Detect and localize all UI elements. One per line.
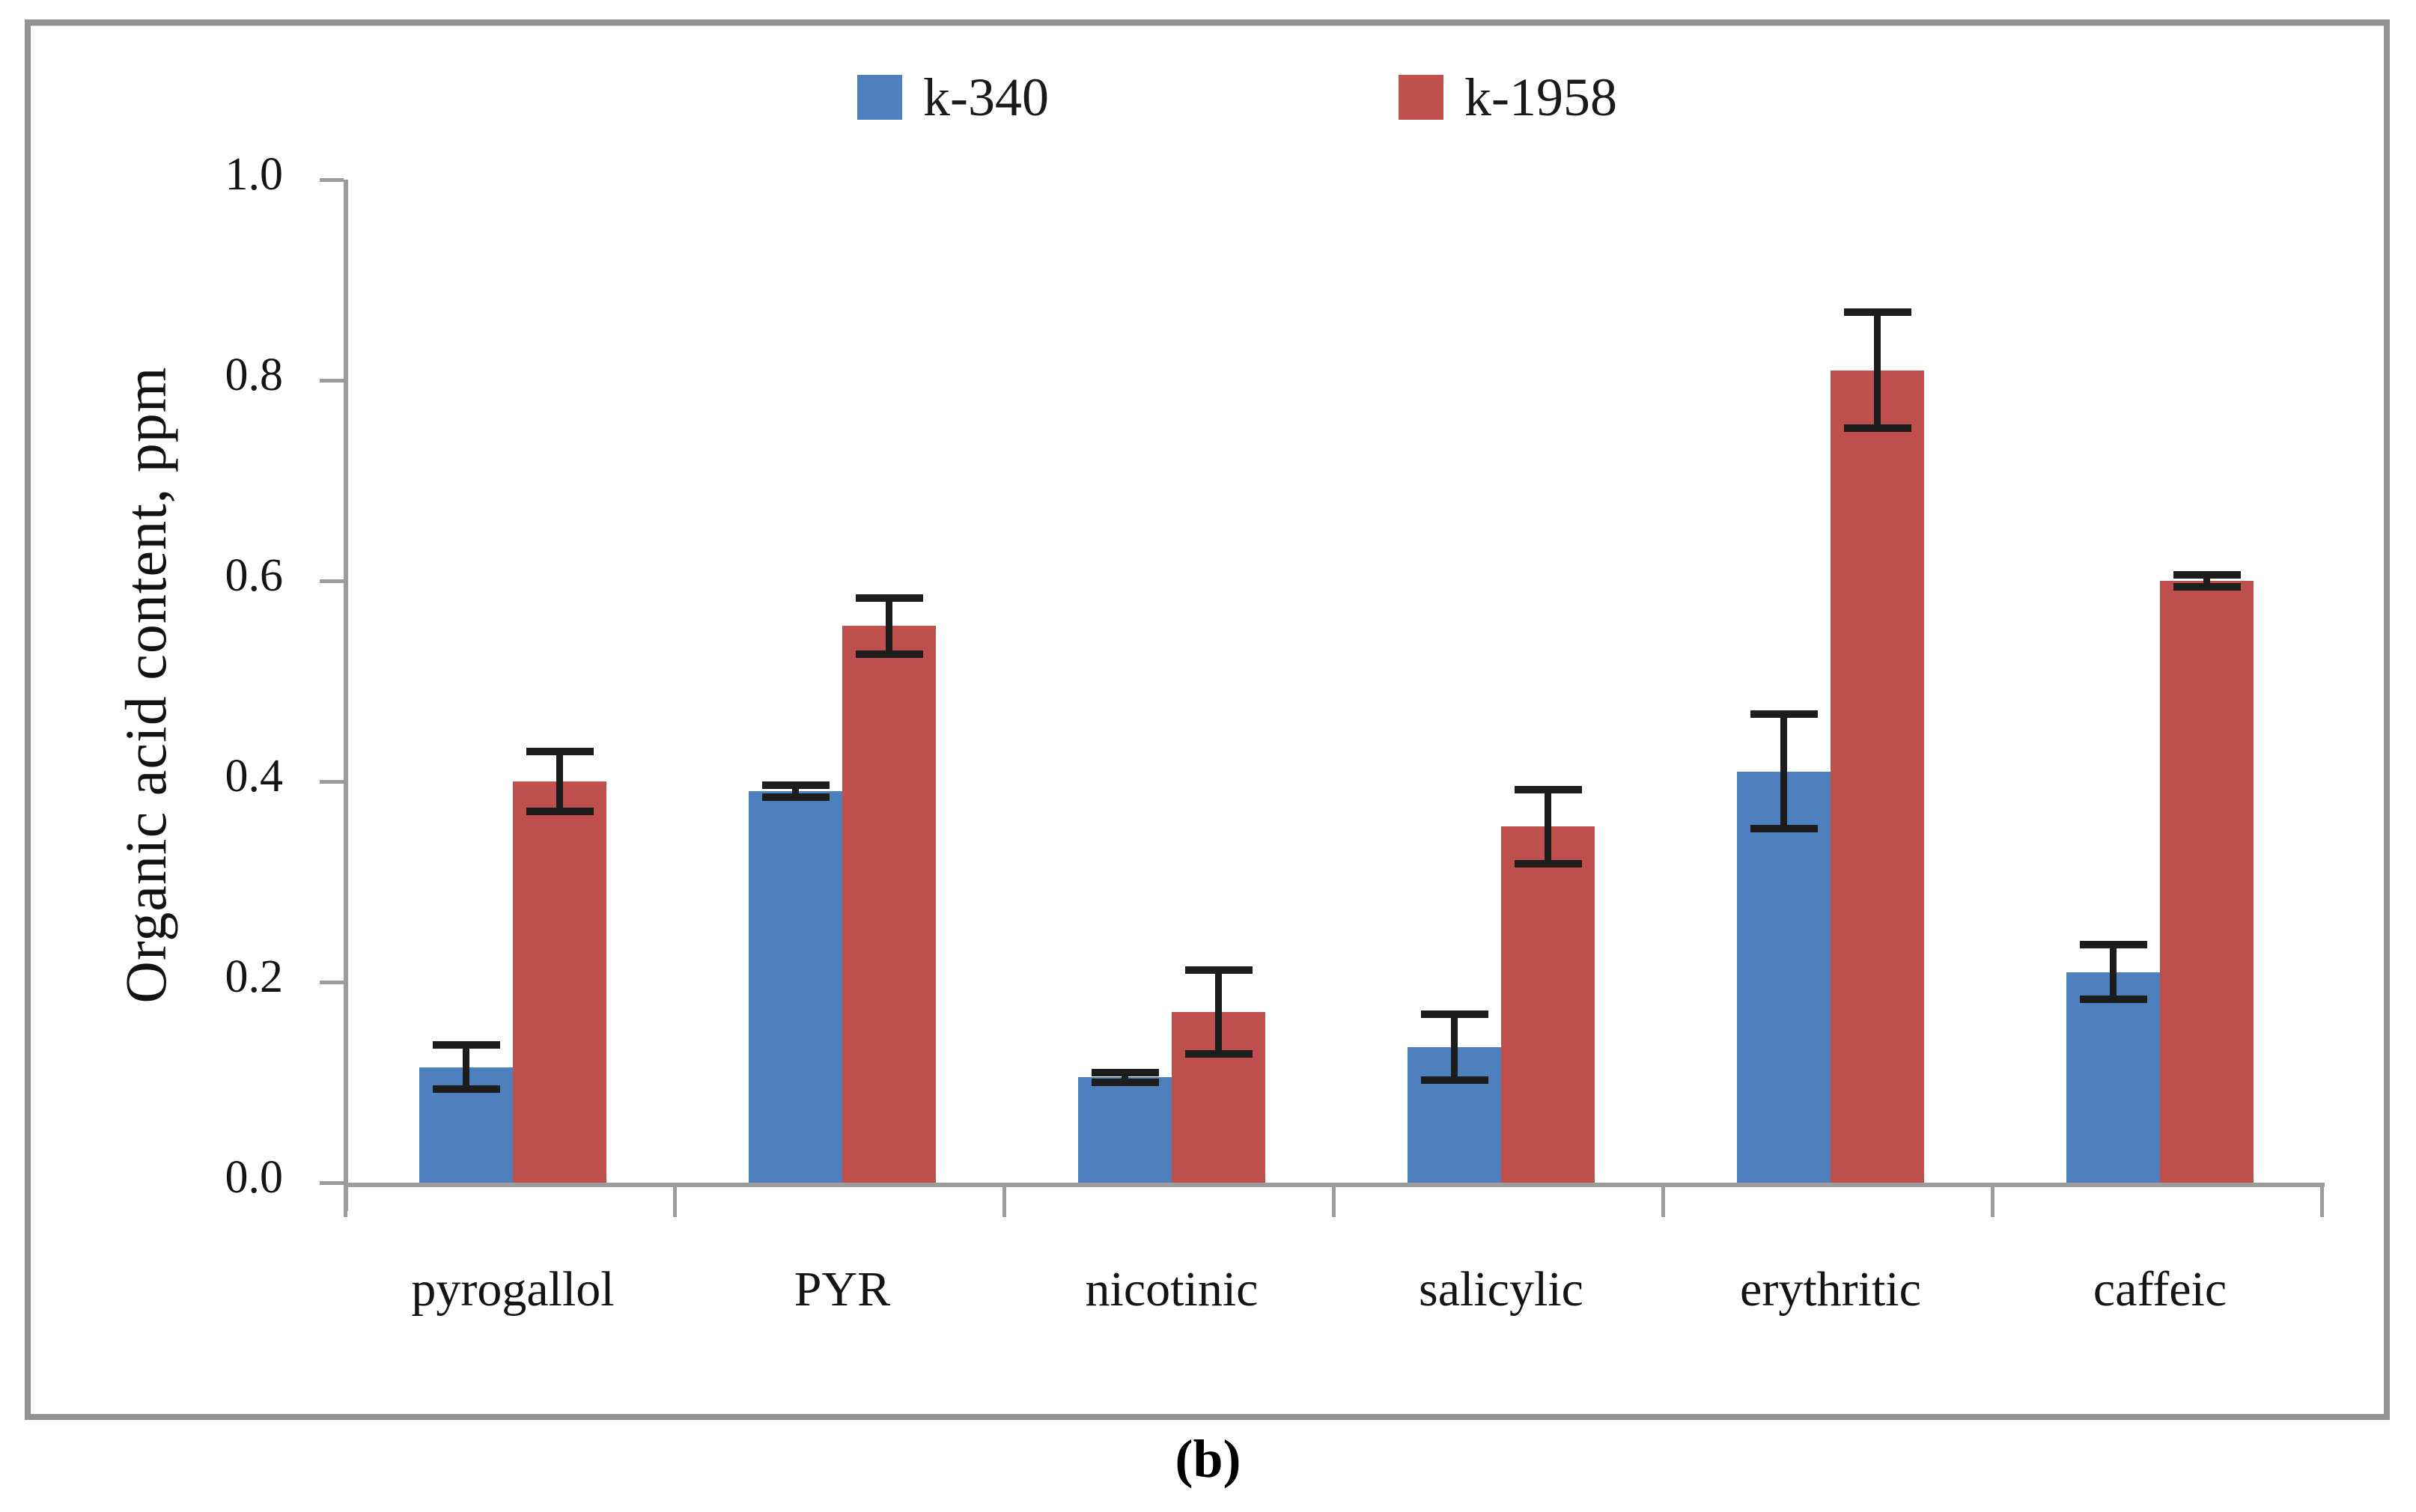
x-tick [1332,1187,1336,1217]
error-bar-cap-bottom-k-340-erythritic [1750,824,1818,832]
y-axis-title: Organic acid content, ppm [113,366,178,1004]
y-tick [320,379,344,382]
bar-k-1958-pyrogallol [513,781,606,1183]
x-tick [673,1187,677,1217]
error-bar-cap-top-k-1958-PYR [855,594,923,602]
error-bar-cap-bottom-k-1958-caffeic [2173,583,2241,591]
error-bar-line-k-340-nicotinic [1122,1072,1128,1082]
error-bar-cap-bottom-k-340-PYR [761,793,830,802]
category-label-PYR: PYR [794,1262,891,1317]
error-bar-line-k-1958-pyrogallol [556,751,563,812]
y-tick-label: 1.0 [225,149,284,200]
error-bar-line-k-340-pyrogallol [463,1045,469,1090]
error-bar-line-k-1958-PYR [886,597,892,654]
error-bar-cap-top-k-340-PYR [761,781,830,790]
x-tick [2320,1187,2324,1217]
error-bar-cap-bottom-k-340-salicylic [1420,1076,1488,1085]
y-tick-label: 0.8 [225,350,284,400]
category-label-erythritic: erythritic [1740,1262,1921,1317]
error-bar-cap-top-k-1958-nicotinic [1184,966,1253,974]
error-bar-cap-top-k-1958-erythritic [1843,308,1911,316]
error-bar-cap-bottom-k-1958-PYR [855,650,923,658]
error-bar-cap-bottom-k-340-pyrogallol [432,1085,500,1094]
error-bar-cap-top-k-1958-caffeic [2173,570,2241,579]
y-axis-line [344,180,348,1211]
x-tick [1991,1187,1994,1217]
error-bar-line-k-1958-erythritic [1874,311,1881,429]
bar-k-340-PYR [749,791,842,1183]
y-tick [320,579,344,583]
bar-k-340-nicotinic [1078,1077,1172,1183]
y-tick [320,178,344,182]
error-bar-cap-top-k-340-nicotinic [1091,1068,1159,1076]
legend-item-k-340: k-340 [857,67,1049,127]
y-tick [320,780,344,784]
y-tick-label: 0.4 [225,751,284,802]
error-bar-line-k-340-salicylic [1451,1013,1458,1081]
error-bar-line-k-340-caffeic [2110,945,2117,999]
y-tick-label: 0.0 [225,1152,284,1203]
x-tick [1002,1187,1006,1217]
figure-frame [25,19,2390,1420]
legend-swatch-k-1958 [1399,75,1443,120]
error-bar-cap-top-k-1958-pyrogallol [526,747,594,755]
bar-k-1958-PYR [842,626,936,1183]
bar-k-1958-erythritic [1831,370,1924,1183]
legend-label-k-340: k-340 [923,67,1049,127]
x-tick [1661,1187,1665,1217]
category-label-nicotinic: nicotinic [1085,1262,1259,1317]
error-bar-line-k-1958-salicylic [1545,789,1551,864]
y-tick [320,1181,344,1185]
error-bar-line-k-340-erythritic [1780,714,1787,829]
x-axis-line [344,1183,2325,1187]
figure-caption: (b) [1175,1429,1241,1489]
legend-swatch-k-340 [857,75,902,120]
error-bar-cap-top-k-340-salicylic [1420,1010,1488,1018]
y-tick-label: 0.6 [225,550,284,601]
error-bar-cap-top-k-340-caffeic [2079,941,2147,949]
legend-label-k-1958: k-1958 [1464,67,1617,127]
error-bar-line-k-340-PYR [792,785,799,798]
x-tick [344,1187,347,1217]
legend-item-k-1958: k-1958 [1399,67,1617,127]
bar-k-340-caffeic [2066,972,2160,1183]
error-bar-cap-bottom-k-1958-pyrogallol [526,808,594,816]
error-bar-cap-bottom-k-340-nicotinic [1091,1079,1159,1086]
error-bar-cap-top-k-1958-salicylic [1514,785,1582,793]
category-label-salicylic: salicylic [1419,1262,1583,1317]
error-bar-line-k-1958-caffeic [2203,574,2210,588]
category-label-caffeic: caffeic [2093,1262,2227,1317]
error-bar-cap-bottom-k-1958-nicotinic [1184,1050,1253,1058]
y-tick-label: 0.2 [225,951,284,1002]
error-bar-cap-bottom-k-1958-salicylic [1514,859,1582,868]
error-bar-cap-top-k-340-pyrogallol [432,1041,500,1049]
y-tick [320,981,344,984]
bar-k-340-erythritic [1737,771,1831,1183]
error-bar-cap-bottom-k-340-caffeic [2079,995,2147,1003]
error-bar-cap-bottom-k-1958-erythritic [1843,424,1911,433]
bar-k-1958-caffeic [2160,581,2254,1183]
bar-k-1958-salicylic [1501,826,1595,1183]
error-bar-cap-top-k-340-erythritic [1750,710,1818,719]
category-label-pyrogallol: pyrogallol [411,1262,615,1317]
error-bar-line-k-1958-nicotinic [1215,969,1222,1055]
